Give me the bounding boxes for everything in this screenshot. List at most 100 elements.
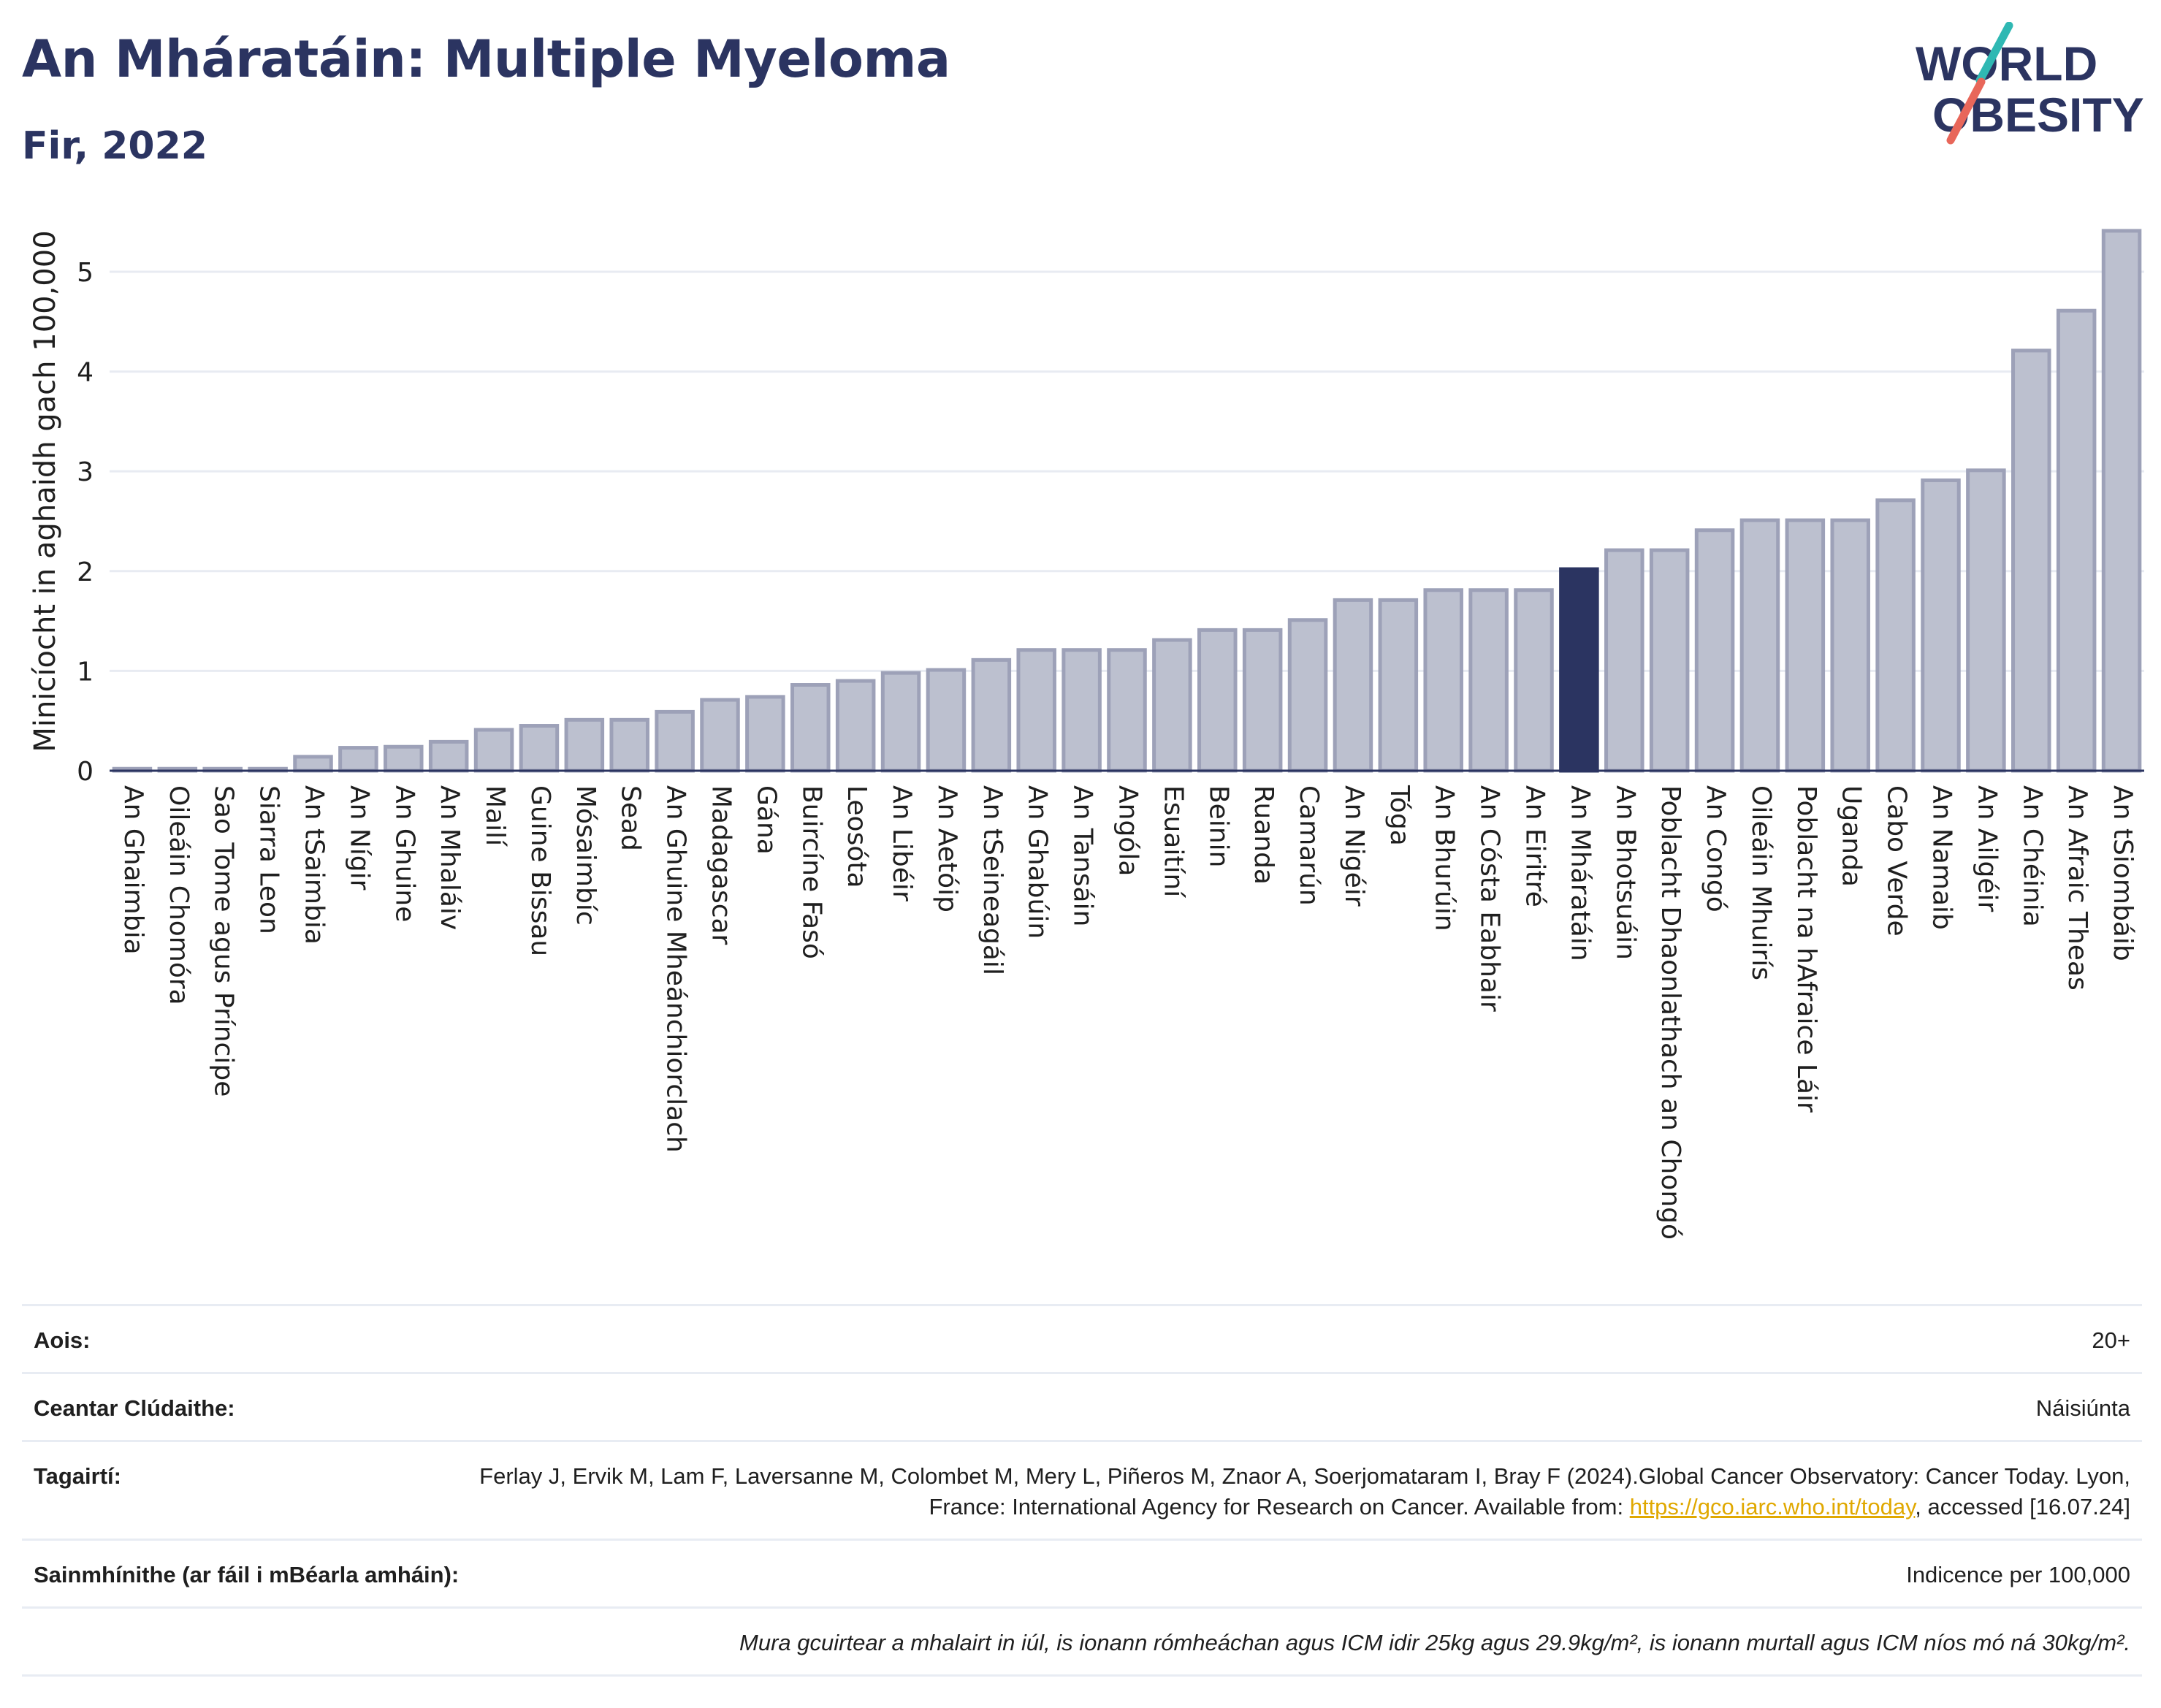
- bar: [1649, 548, 1690, 773]
- x-tick-label: Esuaitíní: [1158, 785, 1188, 898]
- bar: [1921, 478, 1961, 773]
- x-tick-label: An Congó: [1701, 785, 1731, 912]
- x-tick-label: Sao Tome agus Príncipe: [209, 785, 239, 1097]
- bar: [1468, 588, 1509, 773]
- bar: [473, 728, 514, 773]
- area-value: Náisiúnta: [2035, 1395, 2130, 1421]
- references-value: Ferlay J, Ervik M, Lam F, Laversanne M, …: [450, 1461, 2130, 1522]
- x-tick-label: Oileáin Chomóra: [164, 785, 194, 1005]
- bar: [1423, 588, 1463, 773]
- bar: [2011, 348, 2051, 773]
- x-tick-label: An Cósta Eabhair: [1475, 785, 1505, 1012]
- info-table: Aois: 20+ Ceantar Clúdaithe: Náisiúnta T…: [22, 1304, 2142, 1677]
- x-tick-label: Tóga: [1384, 785, 1414, 846]
- definitions-label: Sainmhínithe (ar fáil i mBéarla amháin):: [34, 1562, 460, 1587]
- area-label: Ceantar Clúdaithe:: [34, 1395, 235, 1421]
- x-tick-label: An Afraic Theas: [2062, 785, 2092, 991]
- bar: [1197, 628, 1238, 773]
- x-tick-label: An Namaib: [1927, 785, 1957, 930]
- bar: [293, 755, 333, 773]
- bar: [1514, 588, 1554, 773]
- info-row-references: Tagairtí: Ferlay J, Ervik M, Lam F, Lave…: [22, 1440, 2142, 1539]
- x-tick-label: An Bhotsuáin: [1610, 785, 1640, 960]
- y-tick-label: 1: [77, 657, 94, 687]
- logo-slash-teal: [1975, 22, 2013, 85]
- age-label: Aois:: [34, 1327, 91, 1353]
- bar: [745, 695, 785, 773]
- bar: [700, 698, 740, 773]
- x-tick-label: Madagascar: [706, 785, 736, 945]
- bar: [1378, 598, 1419, 773]
- x-tick-label: Uganda: [1837, 785, 1867, 887]
- bar: [1016, 648, 1056, 773]
- bar: [880, 671, 921, 773]
- bar: [1287, 618, 1328, 773]
- x-tick-label: An Libéir: [887, 785, 917, 901]
- bar: [1875, 498, 1916, 773]
- bar: [1785, 518, 1826, 773]
- info-row-area: Ceantar Clúdaithe: Náisiúnta: [22, 1372, 2142, 1440]
- bar-chart: 0 1 2 3 4 5 An Ghaimbia Oileáin Chomóra Sao Tom…: [28, 229, 2144, 1240]
- x-tick-label: An Tansáin: [1068, 785, 1098, 926]
- x-axis-labels: An Ghaimbia Oileáin Chomóra Sao Tome agus …: [118, 785, 2138, 1240]
- y-tick-label: 0: [77, 757, 94, 787]
- page-title: An Mháratáin: Multiple Myeloma: [22, 29, 950, 89]
- y-tick-label: 2: [77, 557, 94, 587]
- x-tick-label: Guine Bissau: [525, 785, 555, 956]
- references-text: Ferlay J, Ervik M, Lam F, Laversanne M, …: [479, 1463, 2130, 1520]
- bar: [564, 717, 605, 773]
- bar: [835, 679, 876, 773]
- x-tick-label: An tSaimbia: [300, 785, 329, 945]
- x-tick-label: Camarún: [1294, 785, 1324, 906]
- x-tick-label: An Ailgéir: [1972, 785, 2002, 912]
- bar: [1694, 528, 1735, 773]
- x-tick-label: Angóla: [1113, 785, 1143, 876]
- x-tick-label: An Ghaimbia: [118, 785, 148, 955]
- x-tick-label: An Ghuine Mheánchiorclach: [661, 785, 691, 1153]
- x-tick-label: An Chéinia: [2017, 785, 2047, 927]
- x-tick-label: An Mháratáin: [1565, 785, 1595, 961]
- bar: [926, 668, 967, 773]
- references-link[interactable]: https://gco.iarc.who.int/today: [1629, 1494, 1916, 1520]
- bar: [1062, 648, 1102, 773]
- logo-slash-red: [1946, 77, 1986, 145]
- x-tick-label: An Aetóip: [932, 785, 962, 912]
- bar: [2056, 308, 2097, 773]
- x-tick-label: Mailí: [480, 785, 510, 847]
- x-tick-label: Buircíne Fasó: [796, 785, 826, 959]
- x-tick-label: An Ghuine: [389, 785, 419, 922]
- bar: [790, 683, 831, 773]
- x-tick-label: An Mhaláiv: [435, 785, 465, 930]
- x-tick-label: An Bhurúin: [1430, 785, 1460, 931]
- x-tick-label: An Eiritré: [1520, 785, 1550, 907]
- x-tick-label: Leosóta: [842, 785, 872, 888]
- bar: [655, 709, 695, 773]
- bar: [1739, 518, 1780, 773]
- age-value: 20+: [2092, 1327, 2130, 1353]
- bar: [384, 744, 424, 773]
- x-tick-label: An Nígir: [344, 785, 374, 891]
- references-accessed: , accessed [16.07.24]: [1915, 1494, 2130, 1520]
- y-axis-ticks: 0 1 2 3 4 5: [77, 258, 94, 787]
- bar: [1830, 518, 1870, 773]
- x-tick-label: An Ghabúin: [1023, 785, 1053, 939]
- bar: [1107, 648, 1147, 773]
- x-tick-label: Sead: [616, 785, 646, 851]
- bar: [2101, 229, 2142, 773]
- bar: [1966, 468, 2006, 773]
- bar: [1559, 567, 1599, 773]
- x-tick-label: Oileáin Mhuirís: [1746, 785, 1776, 980]
- bar: [428, 739, 469, 773]
- info-row-age: Aois: 20+: [22, 1304, 2142, 1372]
- x-tick-label: Cabo Verde: [1882, 785, 1912, 937]
- x-tick-label: Gána: [751, 785, 781, 855]
- bmi-note: Mura gcuirtear a mhalairt in iúl, is ion…: [739, 1630, 2130, 1655]
- x-tick-label: Poblacht Dhaonlathach an Chongó: [1655, 785, 1685, 1240]
- x-tick-label: An tSiombáib: [2108, 785, 2138, 961]
- x-tick-label: An tSeineagáil: [977, 785, 1007, 975]
- x-tick-label: Mósaimbíc: [571, 785, 601, 926]
- bar: [971, 657, 1012, 773]
- bar: [1604, 548, 1644, 773]
- chart-bars: [112, 229, 2142, 773]
- y-tick-label: 4: [77, 358, 94, 388]
